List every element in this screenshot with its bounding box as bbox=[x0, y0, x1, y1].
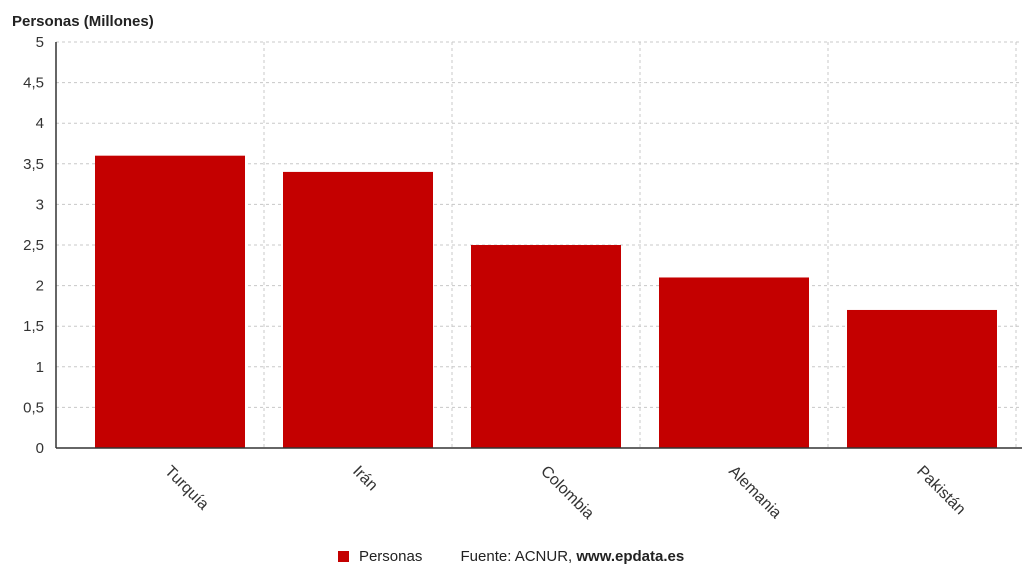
y-tick-label: 0,5 bbox=[23, 399, 44, 416]
bar bbox=[95, 155, 245, 448]
x-tick-labels: Turquía Irán Colombia Alemania Pakistán bbox=[161, 463, 968, 523]
y-tick-label: 3 bbox=[36, 196, 44, 213]
y-tick-label: 5 bbox=[36, 34, 44, 51]
y-tick-label: 2 bbox=[36, 278, 44, 295]
bar bbox=[471, 245, 621, 448]
y-tick-label: 1,5 bbox=[23, 318, 44, 335]
legend-swatch bbox=[337, 551, 349, 562]
bars bbox=[95, 155, 997, 449]
bar-chart: Personas (Millones) 0 0,5 1 1,5 2 2,5 3 3,5 4 4,5… bbox=[12, 13, 1022, 523]
bar bbox=[659, 277, 809, 448]
source-text: Fuente: ACNUR, www.epdata.es bbox=[461, 548, 685, 565]
bar bbox=[847, 309, 997, 448]
x-tick-label: Pakistán bbox=[913, 463, 968, 518]
x-gridlines bbox=[263, 42, 1017, 448]
y-tick-label: 4 bbox=[36, 115, 44, 132]
y-tick-label: 2,5 bbox=[23, 237, 44, 254]
x-tick-label: Irán bbox=[349, 463, 381, 495]
source-prefix: Fuente: ACNUR, bbox=[460, 548, 577, 565]
y-tick-label: 3,5 bbox=[23, 156, 44, 173]
y-tick-label: 0 bbox=[36, 440, 44, 457]
chart-footer: Personas Fuente: ACNUR, www.epdata.es bbox=[0, 548, 1022, 565]
y-tick-label: 1 bbox=[36, 359, 44, 376]
bar bbox=[283, 171, 433, 449]
legend-item: Personas bbox=[337, 548, 427, 565]
source-site: www.epdata.es bbox=[576, 548, 685, 565]
x-tick-label: Turquía bbox=[161, 463, 212, 514]
y-tick-labels: 0 0,5 1 1,5 2 2,5 3 3,5 4 4,5 5 bbox=[23, 34, 44, 457]
legend-label: Personas bbox=[358, 548, 423, 565]
y-tick-label: 4,5 bbox=[23, 75, 44, 92]
y-axis-title: Personas (Millones) bbox=[12, 13, 154, 30]
x-tick-label: Colombia bbox=[537, 463, 597, 523]
x-tick-label: Alemania bbox=[725, 463, 784, 522]
